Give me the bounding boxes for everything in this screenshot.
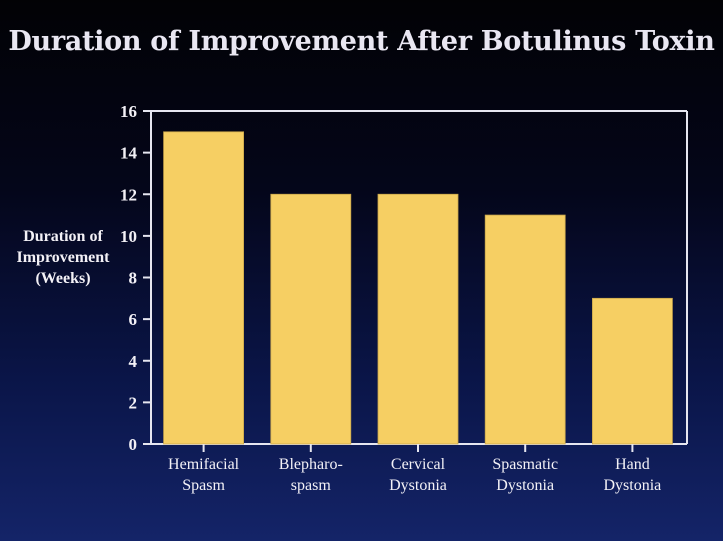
x-category-label: Dystonia xyxy=(389,477,447,494)
bar xyxy=(484,214,566,445)
y-tick-label: 6 xyxy=(129,310,138,329)
y-axis-label-line-1: Duration of xyxy=(23,228,103,245)
bar xyxy=(592,297,673,445)
x-category-label: Hemifacial xyxy=(168,456,240,473)
bar xyxy=(377,193,459,445)
y-tick-label: 10 xyxy=(120,227,137,246)
bar xyxy=(270,193,352,445)
y-tick-label: 12 xyxy=(120,185,137,204)
y-tick-label: 16 xyxy=(120,102,137,121)
x-category-label: Blepharo- xyxy=(279,456,343,473)
y-axis-label: Duration of Improvement (Weeks) xyxy=(4,226,122,289)
x-category-label: Spasmatic xyxy=(492,456,558,473)
y-axis-label-line-2: Improvement xyxy=(16,249,110,266)
x-category-label: Dystonia xyxy=(604,477,662,494)
x-category-label: spasm xyxy=(291,477,332,494)
y-tick-label: 4 xyxy=(129,352,138,371)
bar xyxy=(163,131,245,445)
y-tick-label: 0 xyxy=(129,435,138,454)
y-tick-label: 2 xyxy=(129,393,138,412)
x-category-label: Cervical xyxy=(391,456,446,473)
x-category-label: Spasm xyxy=(182,477,225,494)
y-axis-label-line-3: (Weeks) xyxy=(35,270,91,287)
x-category-label: Dystonia xyxy=(496,477,554,494)
x-category-label: Hand xyxy=(615,456,650,473)
chart-title: Duration of Improvement After Botulinus … xyxy=(8,26,715,57)
y-tick-label: 8 xyxy=(129,269,138,288)
y-tick-label: 14 xyxy=(120,144,138,163)
